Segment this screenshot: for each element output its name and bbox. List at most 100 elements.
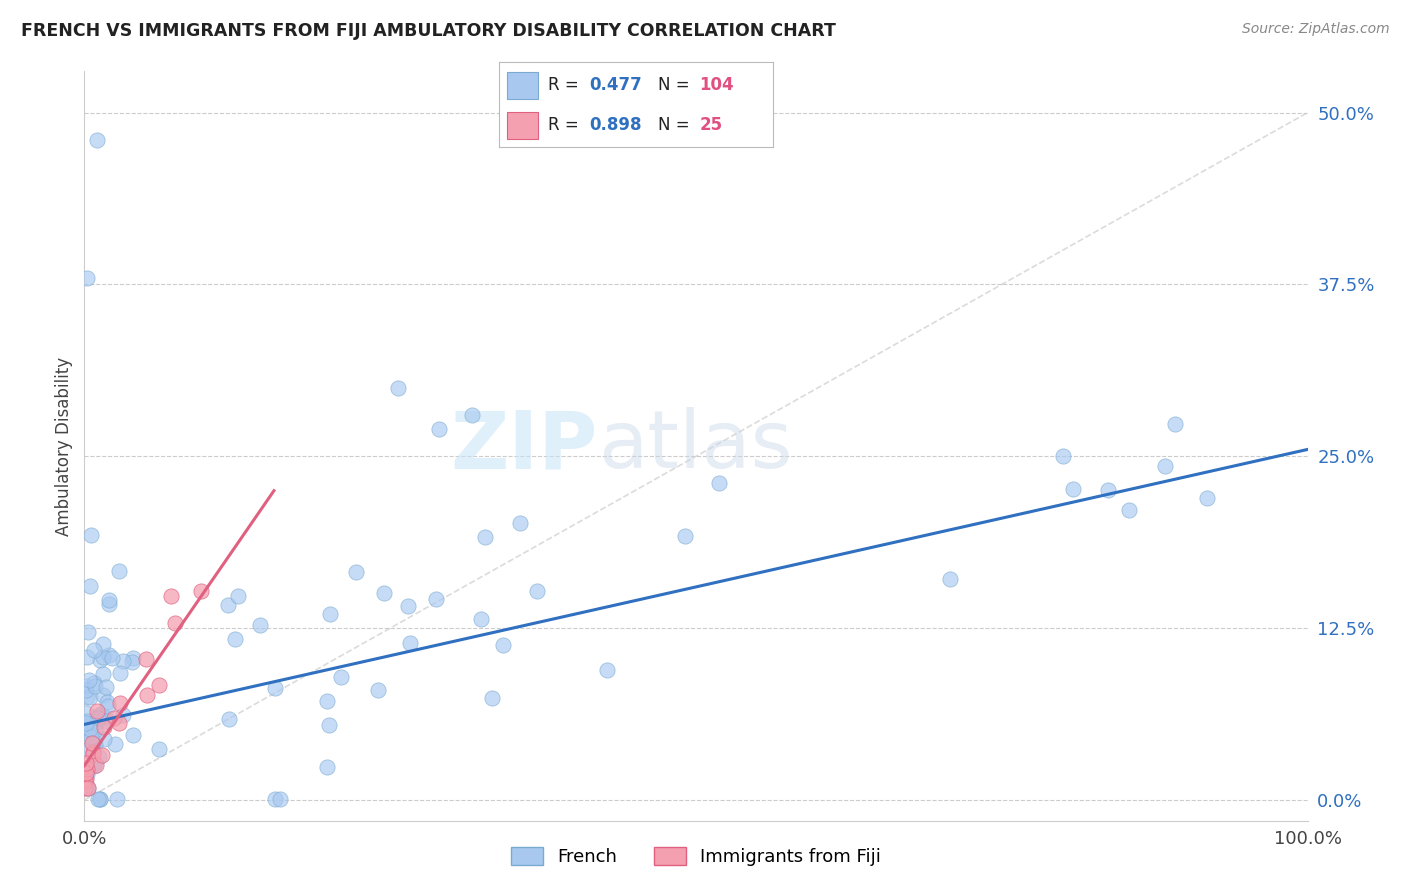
Point <box>73 781 96 796</box>
Point <box>91 637 114 651</box>
Point <box>103 711 125 725</box>
Point <box>84 723 107 737</box>
Point <box>159 589 181 603</box>
Point <box>249 618 271 632</box>
Point <box>83 756 105 771</box>
Point <box>89 791 111 805</box>
Point <box>1154 458 1177 473</box>
Point <box>75 715 97 730</box>
Point <box>76 767 98 781</box>
Text: 104: 104 <box>699 76 734 94</box>
Point <box>481 690 503 705</box>
Point <box>75 777 97 791</box>
Point <box>86 757 108 772</box>
Point <box>82 747 104 761</box>
Point <box>90 706 112 721</box>
Point <box>76 624 98 639</box>
Point <box>148 742 170 756</box>
Point <box>344 566 367 580</box>
Point <box>110 696 132 710</box>
Point <box>224 632 246 646</box>
Point <box>75 772 97 786</box>
Point <box>75 763 97 777</box>
Point <box>87 711 110 725</box>
Point <box>470 612 492 626</box>
FancyBboxPatch shape <box>508 71 537 99</box>
Point <box>373 585 395 599</box>
Point <box>79 690 101 704</box>
Point <box>80 736 103 750</box>
Point <box>121 655 143 669</box>
Point <box>135 688 157 702</box>
Point <box>93 720 115 734</box>
Point <box>89 749 111 764</box>
Point <box>76 762 98 776</box>
Point <box>492 638 515 652</box>
Point <box>460 408 482 422</box>
Text: 25: 25 <box>699 116 723 134</box>
Point <box>76 649 98 664</box>
Point <box>108 665 131 680</box>
Point <box>77 780 100 795</box>
Point <box>73 774 96 789</box>
Point <box>1062 483 1084 497</box>
Point <box>396 599 419 614</box>
Text: Source: ZipAtlas.com: Source: ZipAtlas.com <box>1241 22 1389 37</box>
Point <box>97 699 120 714</box>
Point <box>84 679 107 693</box>
Point <box>83 675 105 690</box>
Point <box>75 761 97 775</box>
Point <box>77 673 100 687</box>
Point <box>79 579 101 593</box>
Point <box>1195 491 1218 505</box>
Point <box>93 650 115 665</box>
Point <box>91 667 114 681</box>
Point <box>112 708 135 723</box>
Point <box>93 714 115 728</box>
Point <box>163 615 186 630</box>
Point <box>316 693 339 707</box>
Point <box>107 716 129 731</box>
Point <box>367 682 389 697</box>
Point <box>190 584 212 599</box>
Point <box>263 791 285 805</box>
Point <box>77 780 100 795</box>
Point <box>269 791 291 805</box>
Text: R =: R = <box>548 116 585 134</box>
Point <box>399 636 422 650</box>
Point <box>86 714 108 729</box>
Point <box>675 528 697 542</box>
Point <box>79 722 101 736</box>
Point <box>939 572 962 586</box>
Point <box>82 729 104 743</box>
Text: N =: N = <box>658 116 695 134</box>
FancyBboxPatch shape <box>508 112 537 139</box>
Point <box>101 651 124 665</box>
Point <box>83 758 105 772</box>
Point <box>75 743 97 757</box>
Point <box>91 688 114 702</box>
Point <box>79 718 101 732</box>
Point <box>76 270 98 285</box>
Point <box>387 380 409 394</box>
Point <box>1118 503 1140 517</box>
Point <box>82 746 104 760</box>
Point <box>98 597 121 611</box>
Point <box>75 766 97 780</box>
Point <box>427 422 450 436</box>
Point <box>218 712 240 726</box>
Point <box>97 648 120 662</box>
Point <box>1097 483 1119 498</box>
Point <box>89 791 111 805</box>
Point <box>107 791 129 805</box>
Point <box>96 695 118 709</box>
Point <box>509 516 531 531</box>
Point <box>111 654 134 668</box>
Text: atlas: atlas <box>598 407 793 485</box>
Point <box>318 717 340 731</box>
Point <box>122 728 145 742</box>
Point <box>135 651 157 665</box>
Point <box>75 683 97 698</box>
Text: FRENCH VS IMMIGRANTS FROM FIJI AMBULATORY DISABILITY CORRELATION CHART: FRENCH VS IMMIGRANTS FROM FIJI AMBULATOR… <box>21 22 837 40</box>
Point <box>75 706 97 720</box>
